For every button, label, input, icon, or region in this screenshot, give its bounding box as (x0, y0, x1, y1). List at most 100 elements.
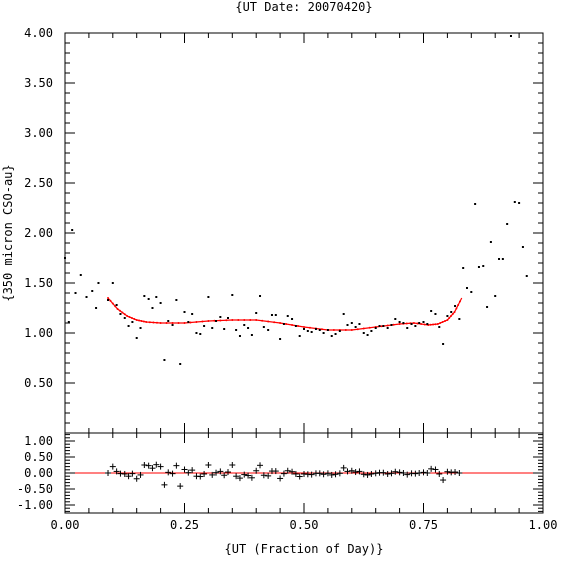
fit-marker (285, 323, 288, 325)
x-tick-label: 1.00 (529, 518, 558, 532)
fit-marker (152, 321, 155, 324)
data-point (362, 332, 365, 334)
data-point (366, 334, 369, 336)
data-point (179, 363, 182, 365)
main-plot-frame (64, 32, 544, 434)
residual-point (149, 465, 156, 472)
data-point (406, 327, 409, 329)
y-axis-label: {350 micron CSO-au} (1, 164, 15, 301)
fit-marker (130, 317, 133, 319)
fit-marker (455, 307, 458, 310)
residual-point (265, 472, 272, 479)
residual-point (201, 470, 208, 477)
fit-marker (416, 322, 419, 325)
residual-point (432, 466, 439, 473)
residual-point (141, 462, 148, 468)
data-point (442, 343, 445, 345)
data-point (318, 329, 321, 331)
fit-marker (420, 323, 423, 325)
data-point (139, 327, 142, 329)
fit-marker (237, 319, 240, 321)
residual-point (372, 470, 379, 477)
fit-marker (303, 326, 305, 328)
fit-marker (225, 319, 228, 322)
data-point (259, 295, 262, 297)
fit-marker (109, 299, 112, 302)
fit-marker (429, 323, 432, 326)
residual-point (316, 470, 323, 477)
fit-marker (201, 320, 204, 323)
fit-marker (344, 329, 347, 331)
fit-marker (140, 320, 143, 322)
fit-curve-markers (107, 297, 461, 331)
data-point (91, 290, 94, 292)
data-point (123, 317, 126, 319)
data-point (147, 298, 150, 300)
residual-point (428, 465, 435, 472)
data-point (115, 304, 118, 306)
data-point (498, 258, 501, 260)
main-y-tick-labels: 0.50 1.00 1.50 2.00 2.50 3.00 3.50 4.00 (24, 26, 53, 390)
data-point (422, 321, 425, 323)
fit-marker (138, 319, 141, 322)
data-point (462, 267, 465, 269)
residual-point (364, 471, 371, 478)
residual-point (137, 471, 144, 478)
data-point (183, 311, 186, 313)
residual-point (404, 471, 411, 478)
data-point (450, 311, 453, 313)
data-point (509, 35, 512, 37)
residual-point (356, 468, 363, 475)
data-point (187, 321, 190, 323)
residual-point (161, 481, 168, 488)
fit-marker (297, 325, 300, 327)
main-axis-ticks (64, 32, 544, 434)
data-point (434, 313, 437, 315)
data-point (342, 313, 345, 315)
residual-point (280, 470, 287, 477)
data-point (294, 325, 297, 327)
residual-point (380, 469, 387, 476)
data-point (506, 223, 509, 225)
data-point (306, 330, 309, 332)
fit-marker (189, 321, 192, 324)
data-point (458, 318, 461, 320)
x-tick-label: 0.75 (409, 518, 438, 532)
data-point (494, 295, 497, 297)
fit-marker (267, 320, 270, 323)
data-point (215, 320, 218, 322)
residual-point (440, 477, 447, 484)
data-point (135, 337, 138, 339)
fit-marker (405, 322, 408, 325)
residual-point (324, 470, 331, 477)
residual-data-points (105, 461, 463, 490)
residual-point (452, 469, 459, 476)
residual-point (284, 467, 291, 474)
data-point (482, 265, 485, 267)
residual-point (257, 462, 264, 469)
residual-point (328, 471, 335, 478)
fit-marker (213, 319, 216, 322)
residual-point (229, 462, 236, 468)
fit-marker (135, 319, 138, 321)
fit-marker (446, 319, 449, 321)
fit-marker (441, 321, 444, 323)
data-point (203, 325, 206, 327)
residual-point (400, 470, 407, 476)
fit-marker (398, 323, 401, 325)
data-point (107, 299, 110, 301)
residual-point (236, 475, 243, 482)
residual-point (320, 471, 327, 478)
y-tick-label: 3.00 (24, 126, 53, 140)
residual-point (213, 469, 220, 476)
fit-marker (243, 319, 246, 321)
residual-point (340, 464, 347, 471)
y-tick-label: 1.00 (24, 326, 53, 340)
data-point (330, 335, 333, 337)
residual-point (392, 468, 399, 475)
data-point (338, 330, 341, 332)
data-point (286, 315, 289, 317)
data-point (143, 295, 146, 297)
residual-point (217, 468, 224, 475)
y-tick-label: 2.00 (24, 226, 53, 240)
